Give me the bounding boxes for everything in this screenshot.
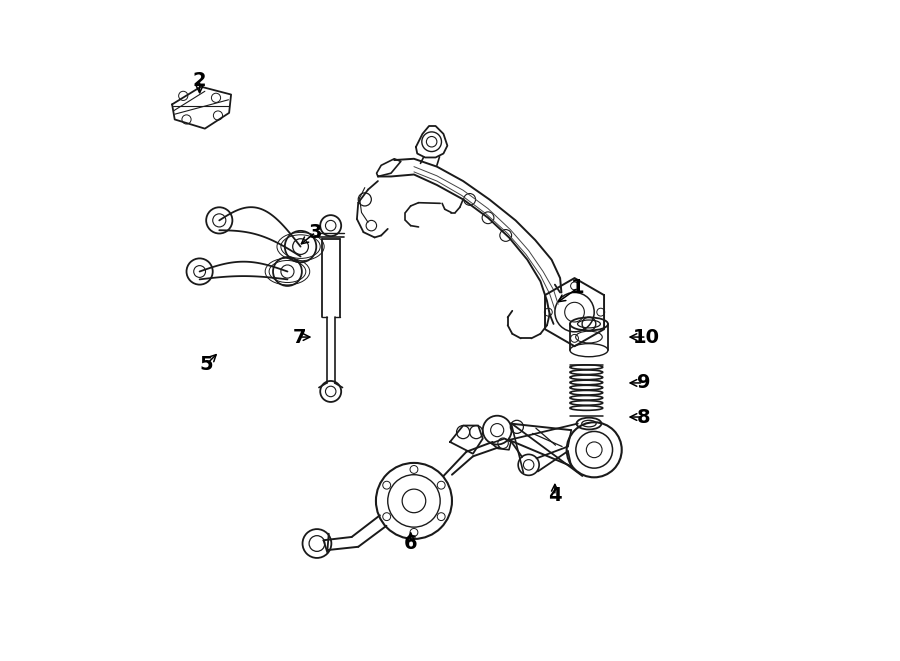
Text: 4: 4 xyxy=(548,486,562,505)
Text: 8: 8 xyxy=(636,408,650,426)
Text: 6: 6 xyxy=(404,534,418,553)
Text: 5: 5 xyxy=(200,355,213,374)
Text: 1: 1 xyxy=(571,278,585,297)
Text: 10: 10 xyxy=(633,328,660,346)
Text: 9: 9 xyxy=(636,373,650,393)
Text: 7: 7 xyxy=(292,328,306,346)
Text: 2: 2 xyxy=(193,71,206,90)
Text: 3: 3 xyxy=(309,223,322,242)
